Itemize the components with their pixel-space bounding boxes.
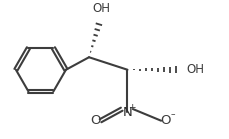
Text: OH: OH bbox=[93, 2, 111, 15]
Text: OH: OH bbox=[186, 63, 204, 76]
Text: N: N bbox=[123, 106, 132, 119]
Text: –: – bbox=[170, 111, 175, 119]
Text: O: O bbox=[90, 114, 101, 127]
Text: O: O bbox=[161, 114, 171, 127]
Text: +: + bbox=[128, 103, 136, 112]
